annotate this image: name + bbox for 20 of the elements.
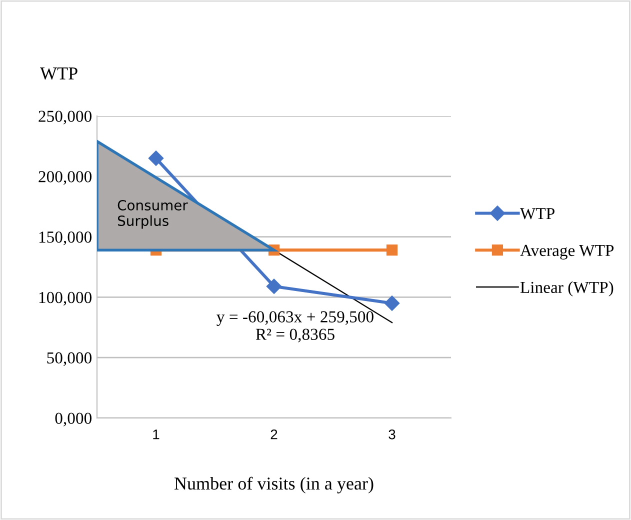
x-tick-label: 3 [388, 429, 396, 440]
x-axis-title: Number of visits (in a year) [174, 476, 374, 494]
y-tick-label: 0,000 [55, 412, 92, 426]
point [148, 150, 164, 166]
x-tick-label: 2 [270, 429, 278, 440]
y-tick-label: 250,000 [38, 110, 92, 124]
point [386, 244, 398, 256]
y-tick-label: 100,000 [39, 292, 92, 306]
y-tick-label: 200,000 [38, 171, 92, 185]
y-axis-title: WTP [40, 68, 78, 80]
point [384, 296, 400, 311]
y-tick-label: 50,000 [47, 352, 92, 366]
legend-label: WTP [520, 208, 554, 220]
annotation: y = -60,063x + 259,500 R² = 0,8365 [216, 311, 374, 342]
y-tick-label: 150,000 [39, 232, 92, 246]
legend-label: Linear (WTP) [520, 281, 614, 296]
annotation: Consumer Surplus [118, 200, 188, 229]
point [266, 278, 282, 294]
legend-label: Average WTP [520, 244, 614, 260]
x-tick-label: 1 [153, 430, 160, 440]
